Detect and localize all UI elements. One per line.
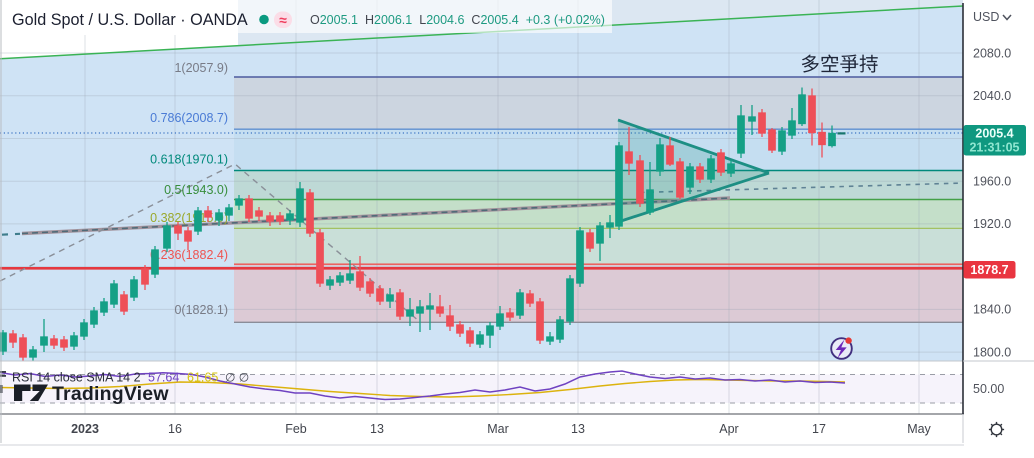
svg-text:0(1828.1): 0(1828.1) bbox=[174, 303, 228, 317]
svg-text:0.5(1943.0): 0.5(1943.0) bbox=[164, 183, 228, 197]
svg-text:0.236(1882.4): 0.236(1882.4) bbox=[150, 248, 228, 262]
svg-text:21:31:05: 21:31:05 bbox=[969, 141, 1019, 155]
svg-text:Gold Spot / U.S. Dollar · OAND: Gold Spot / U.S. Dollar · OANDA bbox=[12, 11, 248, 29]
svg-text:2005.4: 2005.4 bbox=[975, 127, 1013, 141]
svg-text:TradingView: TradingView bbox=[52, 383, 169, 405]
svg-text:USD: USD bbox=[973, 10, 999, 24]
svg-text:16: 16 bbox=[168, 422, 182, 436]
svg-text:61.65: 61.65 bbox=[187, 371, 218, 385]
svg-text:57.64: 57.64 bbox=[148, 371, 179, 385]
svg-text:May: May bbox=[907, 422, 931, 436]
svg-text:1800.0: 1800.0 bbox=[973, 345, 1011, 359]
svg-text:∅ ∅: ∅ ∅ bbox=[225, 371, 249, 385]
svg-text:Feb: Feb bbox=[285, 422, 307, 436]
svg-text:1960.0: 1960.0 bbox=[973, 175, 1011, 189]
svg-text:1878.7: 1878.7 bbox=[970, 263, 1008, 277]
svg-text:0.786(2008.7): 0.786(2008.7) bbox=[150, 111, 228, 125]
svg-text:≈: ≈ bbox=[279, 12, 287, 28]
svg-text:1(2057.9): 1(2057.9) bbox=[174, 61, 228, 75]
svg-text:RSI 14 close SMA 14 2: RSI 14 close SMA 14 2 bbox=[12, 371, 141, 385]
svg-text:Apr: Apr bbox=[719, 422, 738, 436]
svg-text:13: 13 bbox=[571, 422, 585, 436]
svg-text:2080.0: 2080.0 bbox=[973, 46, 1011, 60]
svg-text:17: 17 bbox=[812, 422, 826, 436]
svg-text:1920.0: 1920.0 bbox=[973, 217, 1011, 231]
svg-text:2023: 2023 bbox=[71, 422, 99, 436]
svg-text:50.00: 50.00 bbox=[973, 382, 1004, 396]
svg-text:1840.0: 1840.0 bbox=[973, 303, 1011, 317]
svg-text:Mar: Mar bbox=[487, 422, 509, 436]
svg-text:2040.0: 2040.0 bbox=[973, 89, 1011, 103]
svg-text:13: 13 bbox=[370, 422, 384, 436]
svg-text:0.618(1970.1): 0.618(1970.1) bbox=[150, 153, 228, 167]
